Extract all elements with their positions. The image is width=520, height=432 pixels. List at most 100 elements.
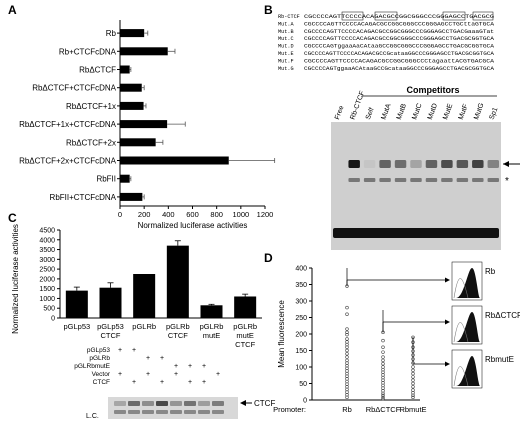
ctcf-blot-band — [198, 401, 210, 406]
inset-label: RbmutE — [485, 355, 514, 364]
free-probe-band — [333, 228, 499, 238]
bar — [133, 274, 156, 318]
blot-mark: + — [160, 355, 164, 362]
lane-label: Rb-CTCF — [349, 90, 366, 121]
lane-label: MutD — [427, 103, 439, 121]
ctcf-blot-band — [212, 401, 224, 406]
data-point — [345, 395, 349, 400]
sequence-text: CGCCCCAGTTCCCCACAGACGCCGGCGGGCCCtagaattA… — [304, 58, 495, 64]
category-label: RbFII+CTCFcDNA — [50, 193, 117, 202]
inset-control-curve — [453, 278, 469, 299]
sequence-text: CGCCCCAGTTCCCCACAGACGCCGGCGGGCCCGGGAGCCT… — [304, 36, 495, 42]
category-label: RbΔCTCF+1x+CTCFcDNA — [19, 120, 117, 129]
x-tick-label: 1200 — [257, 210, 274, 219]
category-label: CTCF — [101, 331, 121, 340]
bar — [120, 47, 168, 56]
lane-label: MutC — [411, 103, 423, 121]
category-label: Rb+CTCFcDNA — [59, 47, 117, 56]
category-label: pGLp53 — [63, 322, 90, 331]
data-point — [411, 395, 415, 400]
blot-mark: + — [132, 347, 136, 354]
blot-row-label: pGLRb — [89, 355, 110, 362]
blot-row-label: Vector — [92, 371, 111, 378]
ctcf-blot-band — [128, 401, 140, 406]
inset-control-curve — [453, 322, 469, 343]
data-point — [411, 385, 415, 389]
loading-control-label: L.C. — [86, 413, 99, 420]
lane-label: Sp1 — [489, 106, 500, 120]
connector-arrowhead — [445, 361, 450, 367]
category-label: pGLRb — [233, 322, 257, 331]
data-point — [381, 362, 385, 366]
blot-mark: + — [202, 379, 206, 386]
category-label: pGLRb — [166, 322, 190, 331]
data-point — [345, 305, 349, 310]
blot-arrow-label: CTCF — [254, 399, 275, 408]
data-point — [411, 375, 415, 379]
y-tick-label: 0 — [303, 398, 307, 405]
lane-label: MutF — [458, 103, 470, 120]
x-tick-label: 800 — [210, 210, 223, 219]
data-point — [345, 355, 349, 359]
panel-a-bar-chart: Rb Rb+CTCFcDNA RbΔCTCF RbΔCTCF+CTCFcDNA RbΔC… — [19, 20, 276, 230]
x-axis-label: Promoter: — [273, 405, 306, 414]
y-tick-label: 150 — [295, 348, 307, 355]
category-label: RbΔCTCF+CTCFcDNA — [32, 84, 116, 93]
motif-box — [341, 11, 364, 21]
nonspecific-band — [441, 178, 453, 182]
ctcf-band — [487, 160, 499, 168]
x-tick-label: 1000 — [232, 210, 249, 219]
inset-histogram — [456, 356, 480, 386]
bar — [120, 156, 229, 165]
nonspecific-star: * — [505, 176, 509, 187]
blot-row-label: pGLRbmutE — [74, 363, 110, 370]
panel-c-bar-chart: 0 500 1000 1500 2000 2500 3000 3500 4000 4500 Norm… — [11, 224, 262, 349]
data-point — [345, 352, 349, 356]
y-tick-label: 1500 — [39, 286, 55, 293]
bar — [120, 174, 130, 183]
sequence-name: Mut.B — [278, 29, 294, 35]
loading-control-band — [170, 410, 182, 414]
loading-control-band — [114, 410, 126, 414]
lane-label: MutE — [442, 103, 454, 121]
blot-mark: + — [202, 363, 206, 370]
y-axis-label: Mean fluorescence — [277, 300, 286, 368]
blot-mark: + — [174, 371, 178, 378]
y-tick-label: 300 — [295, 299, 307, 306]
category-label: CTCF — [168, 331, 188, 340]
connector-arrowhead — [445, 319, 450, 325]
bar — [200, 305, 223, 318]
loading-control-band — [212, 410, 224, 414]
category-label: pGLRb — [132, 322, 156, 331]
data-point — [381, 338, 385, 343]
category-label: RbΔCTCF — [366, 405, 401, 414]
category-label: pGLp53 — [97, 322, 124, 331]
ctcf-band — [348, 160, 360, 168]
data-point — [381, 393, 385, 398]
data-point — [381, 358, 385, 363]
nonspecific-band — [487, 178, 499, 182]
x-tick-label: 400 — [162, 210, 175, 219]
data-point — [411, 368, 415, 372]
blot-mark: + — [132, 379, 136, 386]
ctcf-blot-band — [114, 401, 126, 406]
category-label: mutE — [203, 331, 221, 340]
ctcf-arrowhead — [503, 161, 509, 167]
lane-label: Free — [334, 105, 346, 121]
data-point — [381, 350, 385, 354]
y-tick-label: 500 — [43, 306, 55, 313]
bar — [120, 65, 130, 74]
data-point — [381, 396, 385, 401]
bar — [234, 296, 257, 318]
inset-label: RbΔCTCF — [485, 311, 520, 320]
lane-label: Self — [365, 107, 376, 121]
panel-label-B: B — [264, 3, 273, 17]
loading-control-band — [184, 410, 196, 414]
motif-box — [442, 11, 466, 21]
loading-control-band — [156, 410, 168, 414]
data-point — [345, 337, 349, 341]
panel-c-western-blot: pGLp53 + +pGLRb + +pGLRbmutE + + +Vector + + + +CTC… — [74, 347, 275, 420]
category-label: RbΔCTCF+2x+CTCFcDNA — [19, 157, 117, 166]
lane-label: MutA — [380, 103, 392, 121]
ctcf-band — [441, 160, 453, 168]
